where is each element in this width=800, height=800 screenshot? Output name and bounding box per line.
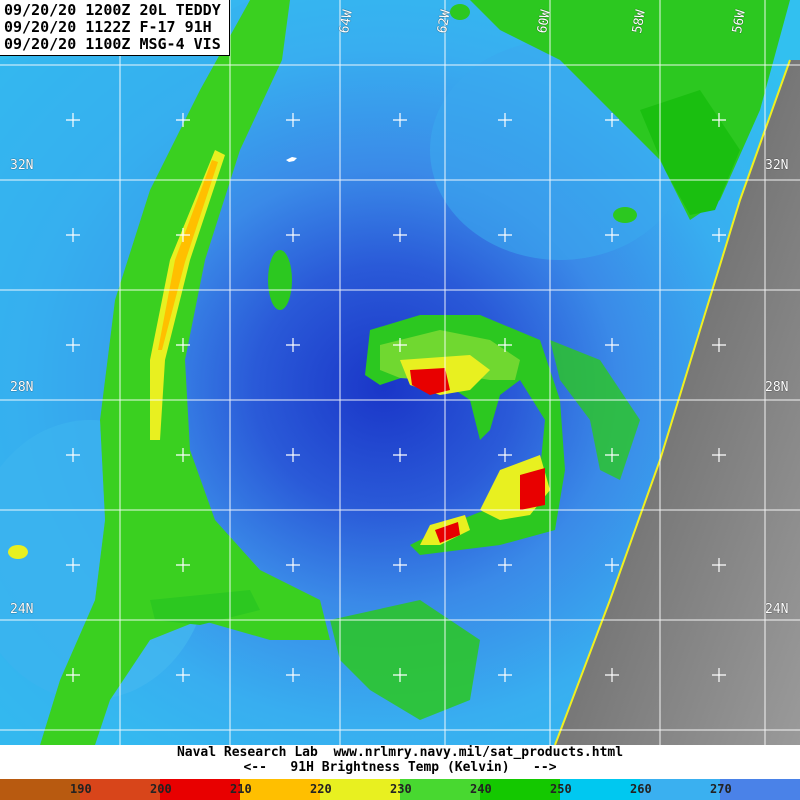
colorbar-tick: 210 xyxy=(230,782,252,796)
title-line-storm: 09/20/20 1200Z 20L TEDDY xyxy=(4,1,221,19)
outer-band-core xyxy=(150,150,225,440)
colorbar xyxy=(0,779,800,800)
visible-imagery xyxy=(555,60,800,745)
eyewall-red xyxy=(435,522,460,543)
credit-line: Naval Research Lab www.nrlmry.navy.mil/s… xyxy=(176,745,624,760)
colorbar-tick: 270 xyxy=(710,782,732,796)
title-block: 09/20/20 1200Z 20L TEDDY 09/20/20 1122Z … xyxy=(0,0,230,56)
rainband-green xyxy=(150,590,260,625)
cloud-cell xyxy=(8,545,28,559)
colorbar-segment xyxy=(240,779,320,800)
colorbar-segment xyxy=(640,779,720,800)
island-marker xyxy=(286,157,297,162)
lat-lon-grid xyxy=(0,0,800,745)
outer-band-core xyxy=(158,160,218,350)
colorbar-tick: 220 xyxy=(310,782,332,796)
colorbar-tick: 200 xyxy=(150,782,172,796)
colorbar-tick: 190 xyxy=(70,782,92,796)
colorbar-segment xyxy=(480,779,560,800)
legend-caption: <-- 91H Brightness Temp (Kelvin) --> xyxy=(243,760,557,775)
lat-label-28n: 28N xyxy=(10,380,34,395)
colorbar-ticks: 190 200 210 220 230 240 250 260 270 xyxy=(0,779,800,800)
lat-label-32n-right: 32N xyxy=(765,158,789,173)
satellite-map: 32N 28N 24N 32N 28N 24N 64W 62W 60W 58W … xyxy=(0,0,800,745)
footer: Naval Research Lab www.nrlmry.navy.mil/s… xyxy=(0,745,800,778)
rainband-green xyxy=(640,90,740,215)
outer-rainband xyxy=(40,0,330,745)
colorbar-segment xyxy=(80,779,160,800)
lat-label-24n: 24N xyxy=(10,602,34,617)
colorbar-segment xyxy=(400,779,480,800)
eyewall-red xyxy=(520,468,545,510)
cloud-cell xyxy=(450,4,470,20)
lat-label-24n-right: 24N xyxy=(765,602,789,617)
swath-edge xyxy=(554,59,791,745)
microwave-imagery xyxy=(0,0,800,745)
cloud-cell xyxy=(613,207,637,223)
outer-field xyxy=(0,0,250,745)
colorbar-segment xyxy=(560,779,640,800)
colorbar-tick: 240 xyxy=(470,782,492,796)
rainband-green xyxy=(550,340,640,480)
eyewall-red xyxy=(410,368,450,395)
title-line-microwave: 09/20/20 1122Z F-17 91H xyxy=(4,18,212,36)
title-line-visible: 09/20/20 1100Z MSG-4 VIS xyxy=(4,35,221,53)
colorbar-tick: 250 xyxy=(550,782,572,796)
lat-label-28n-right: 28N xyxy=(765,380,789,395)
cloud-cell xyxy=(268,250,292,310)
grid-crosses xyxy=(66,113,726,682)
colorbar-tick: 260 xyxy=(630,782,652,796)
lat-label-32n: 32N xyxy=(10,158,34,173)
rainband-green xyxy=(330,600,480,720)
colorbar-segment xyxy=(160,779,240,800)
colorbar-segment xyxy=(0,779,80,800)
colorbar-segment xyxy=(720,779,800,800)
colorbar-segment xyxy=(320,779,400,800)
colorbar-tick: 230 xyxy=(390,782,412,796)
